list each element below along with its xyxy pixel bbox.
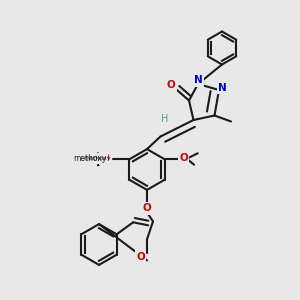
Text: O: O bbox=[100, 153, 109, 164]
Text: H: H bbox=[161, 114, 169, 124]
Text: methoxy: methoxy bbox=[95, 158, 102, 159]
Text: N: N bbox=[218, 82, 227, 93]
Text: O: O bbox=[142, 203, 152, 213]
Text: O: O bbox=[167, 80, 176, 90]
Text: O: O bbox=[179, 153, 188, 164]
Text: methoxy: methoxy bbox=[74, 154, 107, 163]
Text: O: O bbox=[136, 251, 145, 262]
Text: N: N bbox=[194, 75, 202, 85]
Text: methoxy: methoxy bbox=[83, 156, 111, 161]
